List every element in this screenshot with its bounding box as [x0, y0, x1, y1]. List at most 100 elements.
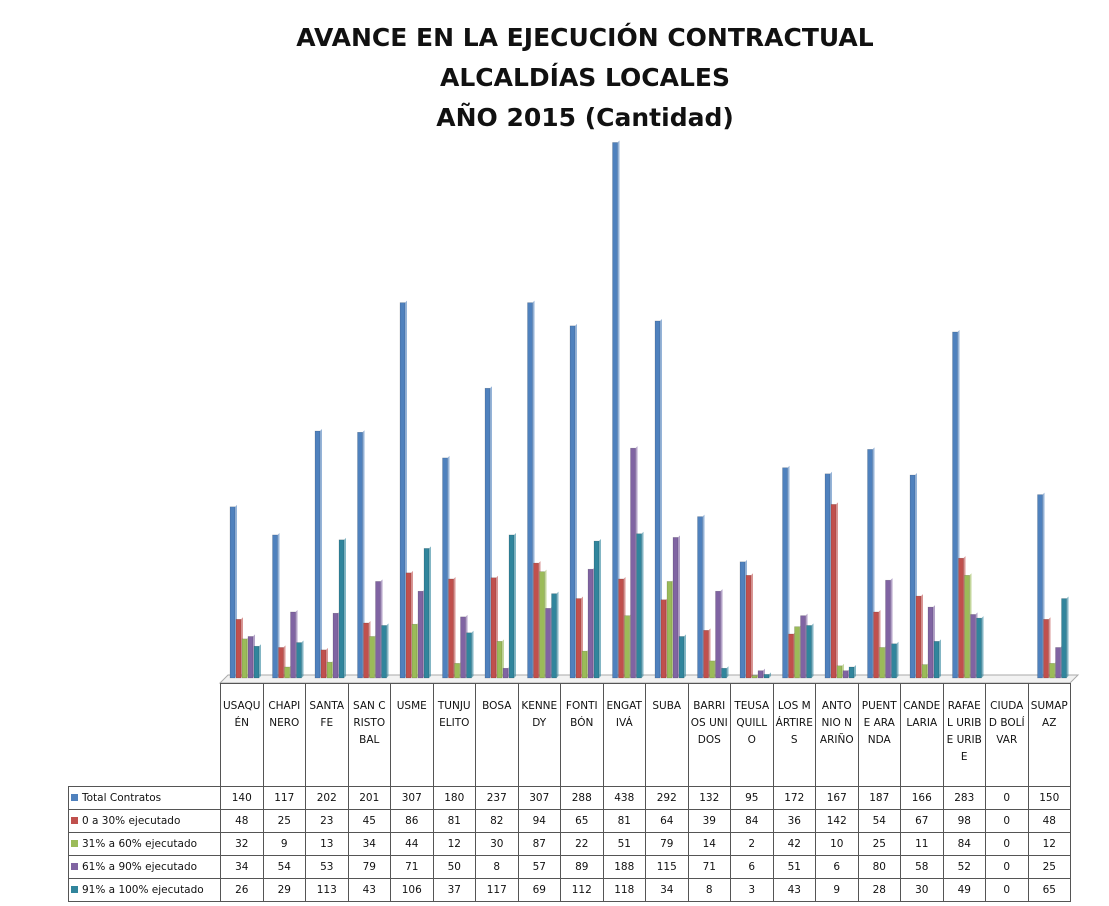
bar-side [259, 644, 261, 678]
table-value: 89 [560, 855, 604, 879]
table-value: 98 [942, 809, 986, 833]
category-label: ANTONIO NARIÑO [815, 683, 859, 787]
table-value: 36 [772, 809, 816, 833]
bar [806, 625, 812, 679]
category-label: CANDELARIA [900, 683, 944, 787]
table-value: 438 [602, 786, 646, 810]
data-row: 61% a 90% ejecutado 34 54 53 79 71 50 8 57 89 188 1… [68, 855, 1071, 879]
category-label: TEUSAQUILLO [730, 683, 774, 787]
table-value: 43 [347, 878, 391, 902]
chart-title: ALCALDÍAS LOCALES [440, 63, 730, 92]
bar [873, 611, 879, 679]
bar [751, 675, 758, 679]
bar-side [386, 623, 389, 678]
table-value: 180 [432, 786, 476, 810]
bar [660, 599, 667, 679]
table-value: 25 [857, 832, 901, 856]
legend-entry: 91% a 100% ejecutado [68, 878, 221, 902]
bar [496, 641, 503, 679]
table-value: 64 [645, 809, 689, 833]
bar [745, 575, 752, 679]
bar [314, 430, 321, 679]
table-value: 12 [1027, 832, 1071, 856]
bar [1037, 494, 1043, 679]
table-value: 25 [262, 809, 306, 833]
bar [697, 516, 703, 679]
bar [363, 622, 369, 679]
bar [253, 645, 260, 679]
bar [290, 611, 296, 679]
chart-title: AÑO 2015 (Cantidad) [436, 103, 734, 132]
bar [527, 302, 533, 679]
bar [739, 561, 746, 679]
table-value: 95 [730, 786, 774, 810]
bar [484, 387, 491, 679]
legend-key [71, 886, 78, 893]
category-label: USME [390, 683, 434, 787]
bar [593, 540, 600, 679]
legend-key [71, 863, 78, 870]
table-value: 28 [857, 878, 901, 902]
bar [970, 614, 976, 679]
bar-side [575, 323, 577, 678]
bar-side [787, 465, 790, 678]
table-value: 0 [985, 878, 1029, 902]
bar [909, 474, 916, 679]
bar [842, 670, 849, 679]
table-value: 142 [815, 809, 859, 833]
table-value: 292 [645, 786, 689, 810]
table-value: 30 [900, 878, 944, 902]
bar [284, 666, 290, 679]
table-value: 288 [560, 786, 604, 810]
table-value: 53 [305, 855, 349, 879]
legend-key [71, 794, 78, 801]
bar [915, 595, 922, 679]
category-label: KENNEDY [517, 683, 561, 787]
table-value: 12 [432, 832, 476, 856]
bar [885, 579, 891, 679]
table-value: 87 [517, 832, 561, 856]
bar [666, 581, 673, 679]
legend-entry: Total Contratos [68, 786, 221, 810]
bar [326, 661, 333, 679]
table-value: 2 [730, 832, 774, 856]
bar [508, 534, 515, 679]
bar [952, 331, 958, 679]
bar-side [471, 630, 474, 678]
data-row: 31% a 60% ejecutado 32 9 13 34 44 12 30 87 22 51 79… [68, 832, 1071, 856]
bar [405, 572, 412, 679]
table-value: 0 [985, 855, 1029, 879]
table-value: 307 [517, 786, 561, 810]
bar [927, 606, 934, 679]
bar [763, 674, 770, 679]
bar [1049, 663, 1055, 679]
legend-entry: 0 a 30% ejecutado [68, 809, 221, 833]
bar [411, 623, 418, 679]
table-value: 54 [857, 809, 901, 833]
table-value: 23 [305, 809, 349, 833]
data-row: Total Contratos 140 117 202 201 307 180 237 307 2… [68, 786, 1071, 810]
bar [618, 578, 624, 679]
table-value: 79 [645, 832, 689, 856]
bar [369, 636, 375, 679]
category-label: SUMAPAZ [1027, 683, 1071, 787]
table-value: 6 [730, 855, 774, 879]
bar [241, 638, 248, 679]
bar [454, 663, 460, 679]
bar [612, 142, 618, 679]
table-value: 44 [390, 832, 434, 856]
table-value: 52 [942, 855, 986, 879]
table-value: 0 [985, 786, 1029, 810]
bar-side [684, 634, 686, 678]
bar-side [836, 502, 838, 678]
table-value: 34 [645, 878, 689, 902]
bar-side [981, 616, 984, 678]
bar [448, 578, 454, 679]
table-value: 166 [900, 786, 944, 810]
bar [709, 660, 715, 679]
bar-side [453, 576, 456, 678]
category-label: USAQUÉN [220, 683, 264, 787]
category-label: BARRIOS UNIDOS [687, 683, 731, 787]
table-value: 69 [517, 878, 561, 902]
category-label: SUBA [645, 683, 689, 787]
